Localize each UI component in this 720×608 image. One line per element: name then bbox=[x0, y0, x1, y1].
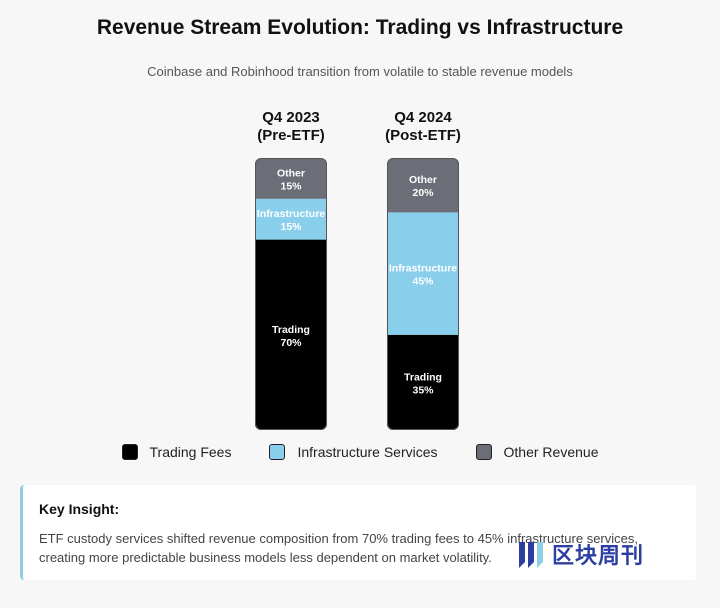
bar-segment-trading-1 bbox=[387, 334, 459, 430]
watermark-text: 区块周刊 bbox=[552, 543, 645, 568]
segment-label-other-0: Other bbox=[277, 167, 305, 179]
bar-segment-trading-0 bbox=[255, 239, 327, 430]
segment-label-trading-1: Trading bbox=[404, 371, 442, 383]
key-insight-title: Key Insight: bbox=[39, 501, 120, 517]
bar-outline-1 bbox=[387, 158, 459, 430]
category-sublabel-0: (Pre-ETF) bbox=[257, 127, 325, 144]
bar-segment-other-1 bbox=[387, 158, 459, 213]
bar-segment-other-0 bbox=[255, 158, 327, 199]
category-label-0: Q4 2023 bbox=[262, 109, 320, 126]
chart-title: Revenue Stream Evolution: Trading vs Inf… bbox=[96, 16, 624, 39]
segment-value-infrastructure-1: 45% bbox=[412, 276, 434, 288]
segment-label-trading-0: Trading bbox=[272, 324, 310, 336]
segment-value-other-0: 15% bbox=[280, 180, 302, 192]
blockweekly-logo-icon bbox=[519, 542, 543, 568]
key-insight-box: Key Insight: ETF custody services shifte… bbox=[20, 485, 696, 580]
legend-item-trading: Trading Fees bbox=[121, 444, 232, 460]
legend-label-other: Other Revenue bbox=[503, 444, 599, 460]
bar-stack-1 bbox=[387, 158, 459, 430]
segment-label-infrastructure-1: Infrastructure bbox=[389, 263, 457, 275]
bar-segment-infrastructure-0 bbox=[255, 198, 327, 240]
stacked-bar-chart: Q4 2023(Pre-ETF)Trading70%Infrastructure… bbox=[255, 109, 461, 430]
segment-value-trading-1: 35% bbox=[412, 384, 434, 396]
bar-stack-0 bbox=[255, 158, 327, 430]
category-sublabel-1: (Post-ETF) bbox=[385, 127, 461, 144]
segment-value-infrastructure-0: 15% bbox=[280, 221, 302, 233]
legend-swatch-other bbox=[475, 444, 492, 460]
category-label-1: Q4 2024 bbox=[394, 109, 452, 126]
bar-outline-0 bbox=[255, 158, 327, 430]
segment-label-infrastructure-0: Infrastructure bbox=[257, 208, 325, 220]
legend-label-infrastructure: Infrastructure Services bbox=[297, 444, 438, 460]
chart-legend: Trading Fees Infrastructure Services Oth… bbox=[0, 444, 720, 460]
chart-subtitle: Coinbase and Robinhood transition from v… bbox=[147, 64, 573, 79]
segment-label-other-1: Other bbox=[409, 174, 437, 186]
watermark: 区块周刊 bbox=[516, 538, 644, 570]
legend-swatch-infrastructure bbox=[269, 444, 286, 460]
legend-item-other: Other Revenue bbox=[475, 444, 599, 460]
legend-item-infrastructure: Infrastructure Services bbox=[269, 444, 438, 460]
legend-label-trading: Trading Fees bbox=[149, 444, 232, 460]
segment-value-other-1: 20% bbox=[412, 187, 434, 199]
bar-segment-infrastructure-1 bbox=[387, 212, 459, 335]
segment-value-trading-0: 70% bbox=[280, 337, 302, 349]
key-insight-body: ETF custody services shifted revenue com… bbox=[39, 531, 638, 565]
legend-swatch-trading bbox=[121, 444, 138, 460]
